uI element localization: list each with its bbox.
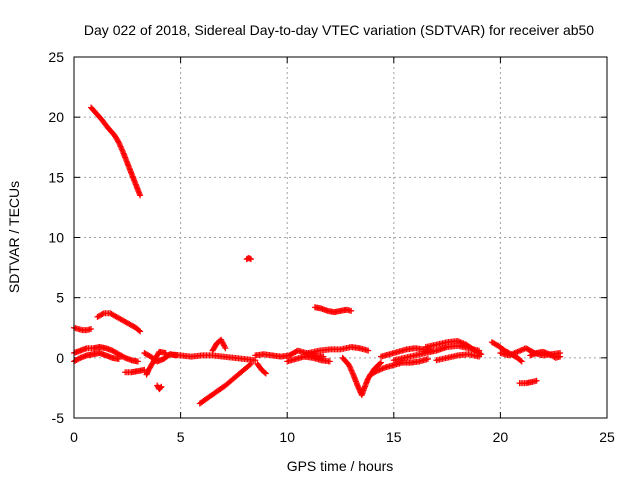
- data-point: [372, 368, 379, 375]
- data-point: [320, 353, 327, 360]
- x-tick-label: 0: [70, 429, 78, 445]
- data-point: [137, 328, 144, 335]
- data-point: [557, 353, 564, 360]
- x-tick-label: 25: [599, 429, 615, 445]
- x-tick-label: 10: [279, 429, 295, 445]
- y-tick-label: 0: [56, 350, 64, 366]
- data-point: [354, 382, 361, 389]
- data-point: [346, 362, 353, 369]
- data-point: [262, 370, 269, 377]
- data-point: [137, 192, 144, 199]
- data-point: [355, 385, 362, 392]
- data-point: [476, 353, 483, 360]
- y-axis-label: SDTVAR / TECUs: [6, 181, 22, 293]
- data-point: [119, 147, 126, 154]
- data-point: [115, 356, 122, 363]
- data-point: [88, 325, 95, 332]
- y-tick-label: 15: [48, 169, 64, 185]
- data-point: [424, 356, 431, 363]
- y-tick-labels: -5 0 5 10 15 20 25: [48, 49, 64, 426]
- data-point: [134, 358, 141, 365]
- x-tick-labels: 0 5 10 15 20 25: [70, 429, 615, 445]
- x-tick-label: 20: [493, 429, 509, 445]
- data-point: [378, 359, 385, 366]
- data-point: [348, 307, 355, 314]
- data-point: [136, 327, 143, 334]
- data-point: [162, 350, 169, 357]
- data-point: [261, 369, 268, 376]
- x-axis-label: GPS time / hours: [287, 458, 394, 474]
- data-point: [117, 143, 124, 150]
- plot-frame: [73, 56, 608, 419]
- data-point: [247, 256, 254, 263]
- y-tick-label: 10: [48, 230, 64, 246]
- data-point: [376, 360, 383, 367]
- data-point: [365, 347, 372, 354]
- data-point: [348, 367, 355, 374]
- y-tick-label: 20: [48, 109, 64, 125]
- data-point: [118, 146, 125, 153]
- chart-title: Day 022 of 2018, Sidereal Day-to-day VTE…: [84, 22, 594, 38]
- data-point: [246, 361, 253, 368]
- y-tick-label: 25: [48, 49, 64, 65]
- data-point: [247, 360, 254, 367]
- data-point: [157, 384, 164, 391]
- data-point: [222, 345, 229, 352]
- x-tick-label: 15: [386, 429, 402, 445]
- data-point: [347, 364, 354, 371]
- data-point: [158, 383, 165, 390]
- data-point: [349, 370, 356, 377]
- x-tick-label: 5: [177, 429, 185, 445]
- data-point: [246, 255, 253, 262]
- data-point: [518, 358, 525, 365]
- data-point: [355, 383, 362, 390]
- data-point: [347, 366, 354, 373]
- data-point: [349, 368, 356, 375]
- data-point: [115, 139, 122, 146]
- data-point: [118, 144, 125, 151]
- y-tick-label: -5: [52, 410, 65, 426]
- data-point: [346, 363, 353, 370]
- data-marks: [71, 104, 564, 407]
- data-point: [517, 357, 524, 364]
- data-point: [533, 377, 540, 384]
- data-point: [116, 140, 123, 147]
- data-point: [116, 142, 123, 149]
- data-point: [326, 358, 333, 365]
- y-tick-label: 5: [56, 290, 64, 306]
- data-point: [99, 311, 106, 318]
